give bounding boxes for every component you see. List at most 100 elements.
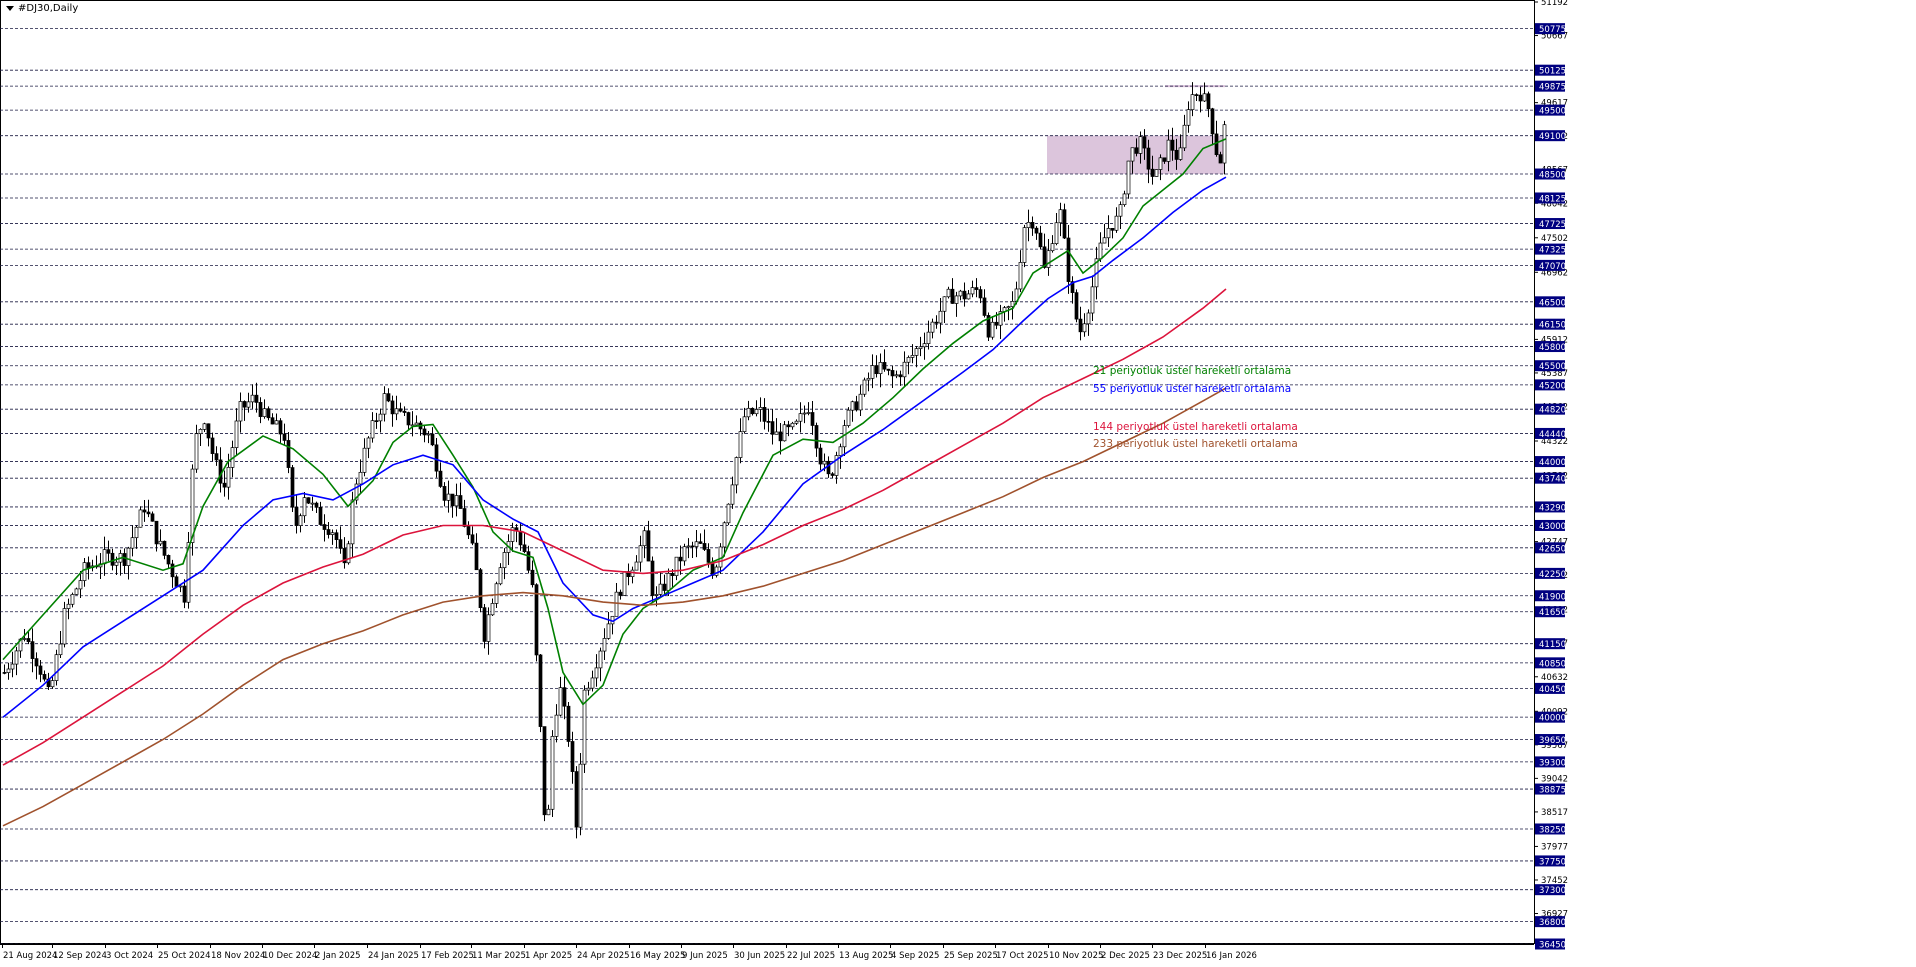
- price-level-badge: [1535, 80, 1565, 92]
- candle-body: [438, 470, 443, 487]
- candle-body: [530, 569, 535, 586]
- candle-body: [558, 687, 563, 716]
- candle-body: [50, 680, 55, 688]
- candle-body: [702, 543, 707, 550]
- price-level-badge: [1535, 501, 1565, 513]
- candle-body: [422, 428, 427, 436]
- plot-frame: [0, 0, 1535, 944]
- candle-body: [102, 549, 107, 565]
- price-level-label: 46150: [1539, 321, 1566, 331]
- candle-body: [534, 584, 539, 656]
- candle-body: [1078, 318, 1083, 333]
- price-level-label: 40450: [1539, 685, 1566, 695]
- price-tick-label: 38517: [1541, 808, 1568, 818]
- candle-body: [134, 526, 139, 539]
- price-level-label: 38250: [1539, 825, 1566, 835]
- candle-body: [170, 563, 175, 578]
- candle-body: [190, 468, 195, 543]
- price-level-badge: [1535, 590, 1565, 602]
- candle-body: [1190, 94, 1195, 110]
- candle-body: [582, 689, 587, 765]
- candle-body: [686, 545, 691, 548]
- candle-body: [990, 321, 995, 338]
- candle-body: [502, 552, 507, 569]
- candle-body: [150, 513, 155, 522]
- candle-body: [286, 440, 291, 468]
- candle-body: [654, 594, 659, 596]
- candle-body: [914, 348, 919, 356]
- candle-body: [1182, 124, 1187, 149]
- candle-body: [206, 423, 211, 439]
- price-level-label: 49875: [1539, 83, 1566, 93]
- candle-body: [622, 571, 627, 596]
- candle-body: [870, 365, 875, 379]
- candle-body: [586, 687, 591, 691]
- candle-body: [998, 311, 1003, 326]
- candle-body: [1150, 168, 1155, 177]
- price-level-badge: [1535, 379, 1565, 391]
- candle-body: [566, 705, 571, 742]
- candle-body: [926, 331, 931, 344]
- candle-body: [22, 638, 27, 640]
- legend-entry: 55 periyotluk üstel hareketli ortalama: [1093, 383, 1291, 395]
- candle-body: [714, 566, 719, 576]
- candle-body: [546, 808, 551, 816]
- time-tick-label: 10 Dec 2024: [263, 951, 317, 961]
- price-level-label: 43000: [1539, 522, 1566, 532]
- candle-body: [1038, 232, 1043, 248]
- candle-body: [54, 654, 59, 681]
- candle-body: [322, 524, 327, 530]
- price-level-label: 45200: [1539, 381, 1566, 391]
- candle-body: [70, 594, 75, 605]
- candle-body: [678, 556, 683, 562]
- candle-body: [690, 545, 695, 548]
- candle-body: [498, 567, 503, 585]
- price-level-badge: [1535, 23, 1565, 35]
- candle-body: [986, 315, 991, 338]
- candle-body: [266, 408, 271, 419]
- candle-body: [674, 556, 679, 576]
- price-level-badge: [1535, 855, 1565, 867]
- candle-body: [902, 361, 907, 378]
- price-level-badge: [1535, 427, 1565, 439]
- candle-body: [950, 288, 955, 304]
- candle-body: [142, 509, 147, 513]
- candle-body: [878, 362, 883, 375]
- price-level-label: 50775: [1539, 25, 1566, 35]
- time-tick-label: 11 Mar 2025: [472, 951, 526, 961]
- candle-body: [734, 457, 739, 486]
- candle-body: [454, 495, 459, 507]
- candle-body: [1130, 147, 1135, 162]
- candle-body: [782, 424, 787, 442]
- candle-body: [718, 546, 723, 568]
- price-level-badge: [1535, 130, 1565, 142]
- price-level-badge: [1535, 916, 1565, 928]
- price-level-label: 40000: [1539, 714, 1566, 724]
- candle-body: [898, 374, 903, 378]
- candle-body: [774, 431, 779, 435]
- candle-body: [306, 497, 311, 504]
- candle-body: [374, 420, 379, 423]
- candle-body: [2, 672, 7, 674]
- candle-body: [722, 522, 727, 548]
- candle-body: [1122, 193, 1127, 206]
- candle-body: [770, 421, 775, 435]
- candle-body: [650, 560, 655, 596]
- price-level-badge: [1535, 657, 1565, 669]
- candle-body: [458, 495, 463, 509]
- candle-body: [10, 663, 15, 670]
- candle-body: [258, 402, 263, 417]
- candle-body: [918, 346, 923, 349]
- candle-body: [1046, 250, 1051, 268]
- candle-body: [554, 714, 559, 737]
- candle-body: [446, 493, 451, 501]
- time-tick-label: 22 Jul 2025: [787, 951, 835, 961]
- dropdown-arrow-icon[interactable]: [6, 5, 14, 11]
- candle-body: [130, 537, 135, 549]
- candle-body: [486, 614, 491, 642]
- candle-body: [962, 290, 967, 300]
- price-level-badge: [1535, 472, 1565, 484]
- candle-body: [470, 534, 475, 544]
- price-level-badge: [1535, 318, 1565, 330]
